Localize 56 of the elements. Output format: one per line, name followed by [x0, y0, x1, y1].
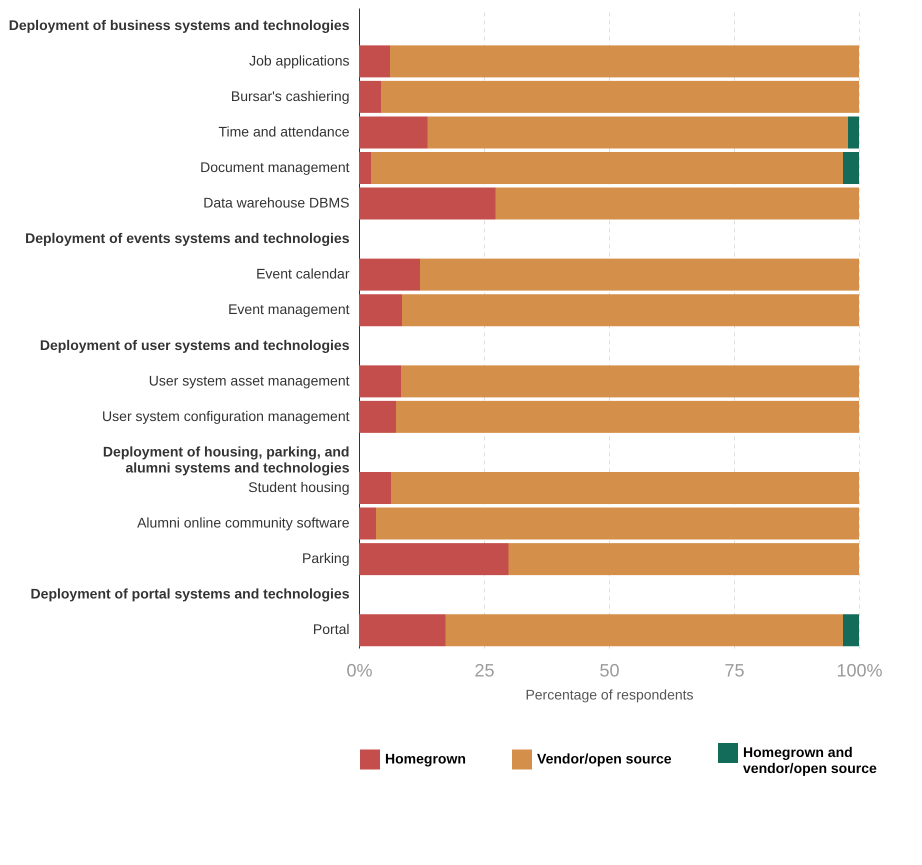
bar	[359, 294, 402, 326]
bar	[428, 116, 848, 148]
x-tick-label: 100%	[836, 660, 883, 680]
bar	[843, 614, 859, 646]
y-tick-label: Data warehouse DBMS	[203, 194, 350, 211]
bar	[446, 614, 843, 646]
bar	[371, 152, 843, 184]
y-tick-label: Job applications	[249, 52, 350, 68]
bar	[359, 188, 496, 220]
y-tick-label: Student housing	[248, 479, 350, 495]
bar	[401, 365, 859, 398]
y-tick-label: Deployment of portal systems and technologies	[30, 586, 350, 602]
bar	[359, 152, 371, 184]
legend-label: Homegrown	[385, 750, 466, 766]
bar	[359, 45, 390, 78]
bar	[496, 188, 859, 220]
y-tick-label: Parking	[302, 550, 350, 566]
bar	[359, 472, 391, 504]
x-tick-label: 50	[599, 660, 620, 680]
bar	[391, 472, 859, 504]
y-tick-label: Deployment of housing, parking, and alumni systems and technologies	[102, 443, 350, 476]
x-tick-label: 25	[474, 660, 495, 680]
bar	[359, 508, 376, 540]
y-tick-label: Bursar's cashiering	[230, 88, 350, 104]
y-tick-label: Document management	[200, 159, 350, 175]
bar	[396, 400, 859, 433]
bar	[381, 80, 859, 113]
bar	[359, 400, 396, 433]
y-tick-label: Alumni online community software	[137, 514, 350, 531]
y-tick-label: Deployment of business systems and technologies	[8, 16, 350, 33]
y-tick-label: Event management	[228, 301, 350, 318]
bar	[848, 116, 859, 148]
bar	[359, 258, 420, 291]
bar	[359, 543, 508, 576]
y-tick-label: User system configuration management	[102, 408, 350, 424]
bar	[420, 258, 859, 291]
bar	[359, 365, 401, 398]
legend-label: Vendor/open source	[537, 750, 672, 766]
bar	[402, 294, 859, 326]
y-tick-label: Time and attendance	[218, 123, 350, 140]
bar	[359, 116, 428, 148]
legend-label: Homegrown and vendor/open source	[743, 744, 878, 776]
bar	[376, 508, 859, 540]
y-tick-label: Event calendar	[256, 266, 350, 282]
y-tick-label: Portal	[312, 621, 350, 638]
x-tick-label: 75	[724, 660, 745, 680]
y-tick-label: User system asset management	[148, 372, 350, 388]
bar	[359, 614, 446, 646]
bar	[359, 80, 381, 113]
bar	[508, 543, 859, 576]
bar	[843, 152, 859, 184]
x-tick-label: 0%	[346, 660, 373, 680]
y-tick-label: Deployment of events systems and technologies	[25, 230, 350, 246]
bar	[390, 45, 859, 78]
y-tick-label: Deployment of user systems and technologies	[40, 336, 350, 353]
x-axis-title: Percentage of respondents	[525, 686, 694, 702]
